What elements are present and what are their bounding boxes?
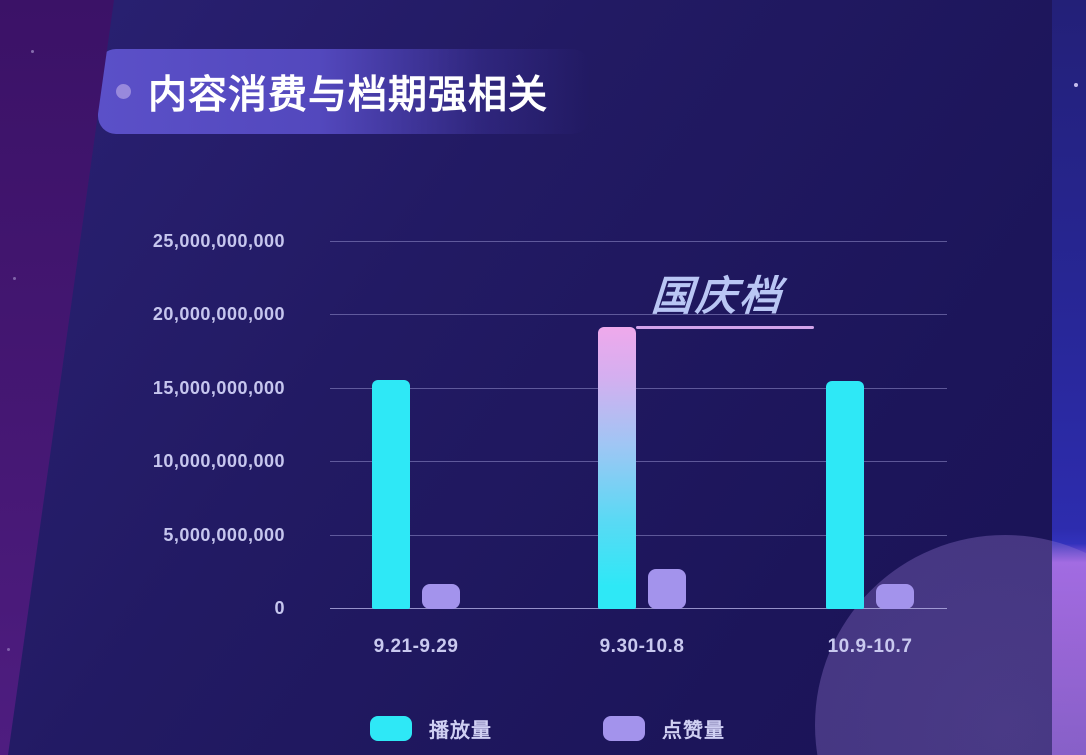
x-tick-label: 10.9-10.7 xyxy=(827,636,913,657)
legend-label-like: 点赞量 xyxy=(662,720,725,742)
y-tick-label: 10,000,000,000 xyxy=(152,451,285,472)
bar-play-9.30-10.8 xyxy=(598,327,636,609)
bullet-dot-icon xyxy=(116,84,131,99)
bar-like-9.30-10.8 xyxy=(648,569,686,609)
star-icon xyxy=(1074,83,1078,87)
star-icon xyxy=(13,277,16,280)
gridline xyxy=(330,387,947,389)
bar-play-10.9-10.7 xyxy=(826,381,864,609)
right-edge-glow xyxy=(1052,0,1086,755)
annotation-label: 国庆档 xyxy=(650,273,786,319)
y-axis: 0 5,000,000,000 10,000,000,000 15,000,000,0… xyxy=(8,231,285,618)
gridline xyxy=(330,608,947,609)
y-tick-label: 20,000,000,000 xyxy=(152,304,285,325)
x-axis: 9.21-9.29 9.30-10.8 10.9-10.7 xyxy=(330,636,947,662)
star-icon xyxy=(31,50,34,53)
gridline xyxy=(330,461,947,463)
legend-label-play: 播放量 xyxy=(429,720,492,742)
plot-area: 国庆档 xyxy=(330,241,947,609)
gridline xyxy=(330,314,947,316)
y-tick-label: 5,000,000,000 xyxy=(163,524,285,545)
bar-play-9.21-9.29 xyxy=(372,380,410,609)
gridline xyxy=(330,534,947,536)
gridline xyxy=(330,241,947,242)
page-title: 内容消费与档期强相关 xyxy=(148,73,549,117)
annotation-line xyxy=(636,326,814,329)
x-tick-label: 9.21-9.29 xyxy=(373,636,459,657)
play-swatch-icon xyxy=(370,716,412,741)
title-bar: 内容消费与档期强相关 xyxy=(98,49,590,134)
decorative-blob xyxy=(18,68,80,130)
like-swatch-icon xyxy=(603,716,645,741)
y-tick-label: 15,000,000,000 xyxy=(152,377,285,398)
legend-item-play: 播放量 xyxy=(370,714,492,743)
star-icon xyxy=(7,648,10,651)
y-tick-label: 25,000,000,000 xyxy=(152,231,285,251)
bar-like-10.9-10.7 xyxy=(876,584,914,609)
bar-like-9.21-9.29 xyxy=(422,584,460,609)
legend-item-like: 点赞量 xyxy=(603,714,725,743)
x-tick-label: 9.30-10.8 xyxy=(599,636,685,657)
y-tick-label: 0 xyxy=(274,598,285,618)
